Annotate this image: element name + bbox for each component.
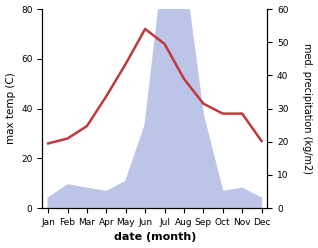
- Y-axis label: med. precipitation (kg/m2): med. precipitation (kg/m2): [302, 43, 313, 174]
- Y-axis label: max temp (C): max temp (C): [5, 73, 16, 145]
- X-axis label: date (month): date (month): [114, 232, 196, 243]
